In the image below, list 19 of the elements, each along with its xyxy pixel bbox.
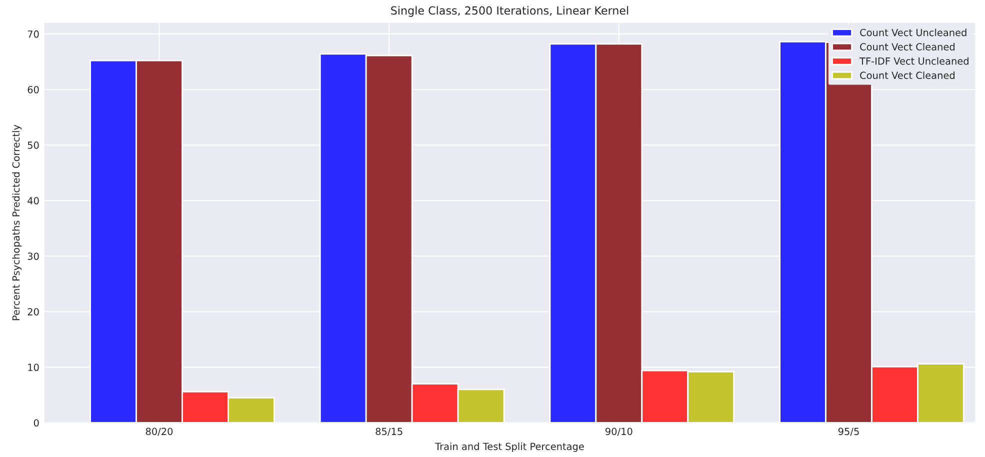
y-axis-title: Percent Psychopaths Predicted Correctly	[12, 124, 22, 320]
legend-label: Count Vect Cleaned	[860, 71, 954, 80]
y-tick-label: 60	[28, 86, 39, 94]
chart-title: Single Class, 2500 Iterations, Linear Kernel	[391, 6, 628, 17]
x-tick-label: 85/15	[376, 428, 402, 436]
legend-label: Count Vect Cleaned	[860, 42, 954, 50]
y-tick-label: 70	[28, 30, 39, 38]
y-tick-label: 20	[28, 308, 39, 316]
legend-label: Count Vect Uncleaned	[860, 28, 966, 36]
x-tick-label: 80/20	[146, 428, 173, 436]
x-axis-title: Train and Test Split Percentage	[435, 442, 584, 452]
x-tick-label: 95/5	[838, 428, 859, 436]
x-tick-label: 90/10	[606, 428, 632, 436]
y-tick-label: 10	[28, 364, 39, 372]
y-tick-label: 40	[28, 197, 39, 204]
legend-label: TF-IDF Vect Uncleaned	[860, 57, 968, 65]
y-tick-label: 30	[28, 252, 39, 260]
y-tick-label: 50	[28, 142, 39, 149]
y-tick-label: 0	[34, 419, 39, 427]
